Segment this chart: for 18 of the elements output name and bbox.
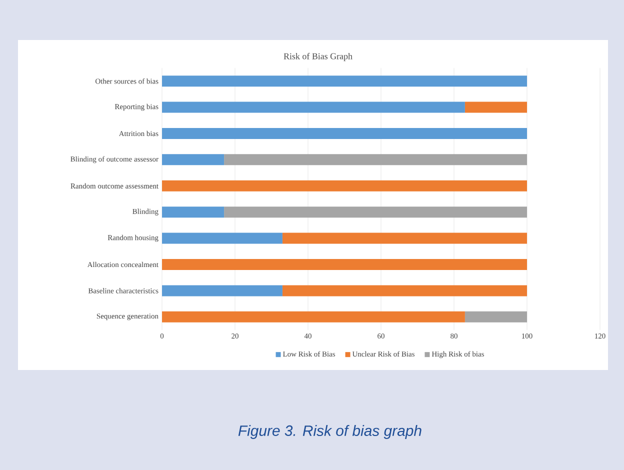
bar <box>162 154 224 166</box>
bar <box>464 311 528 322</box>
bar <box>162 232 282 244</box>
bar <box>162 128 528 139</box>
bar <box>162 258 528 270</box>
bar <box>162 285 282 296</box>
caption: Figure 3. Risk of bias graph <box>238 425 422 439</box>
bar <box>464 102 528 113</box>
chart-title: Risk of Bias Graph <box>284 52 352 62</box>
bar <box>162 206 224 218</box>
bar <box>282 232 528 244</box>
bar <box>224 206 528 218</box>
bar <box>224 154 528 166</box>
bar <box>162 102 465 113</box>
bar <box>162 311 465 322</box>
bar <box>162 180 528 192</box>
bar <box>282 285 528 296</box>
bar <box>162 76 528 87</box>
